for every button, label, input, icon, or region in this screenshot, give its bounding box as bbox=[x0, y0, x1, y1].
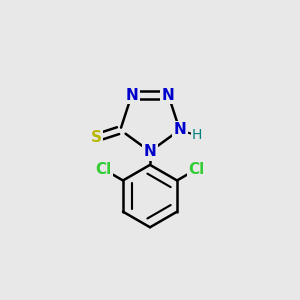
Text: N: N bbox=[125, 88, 138, 103]
Text: Cl: Cl bbox=[188, 162, 205, 177]
Text: N: N bbox=[144, 144, 156, 159]
Text: N: N bbox=[173, 122, 186, 137]
Text: H: H bbox=[191, 128, 202, 142]
Text: S: S bbox=[91, 130, 102, 145]
Text: N: N bbox=[162, 88, 175, 103]
Text: Cl: Cl bbox=[95, 162, 112, 177]
